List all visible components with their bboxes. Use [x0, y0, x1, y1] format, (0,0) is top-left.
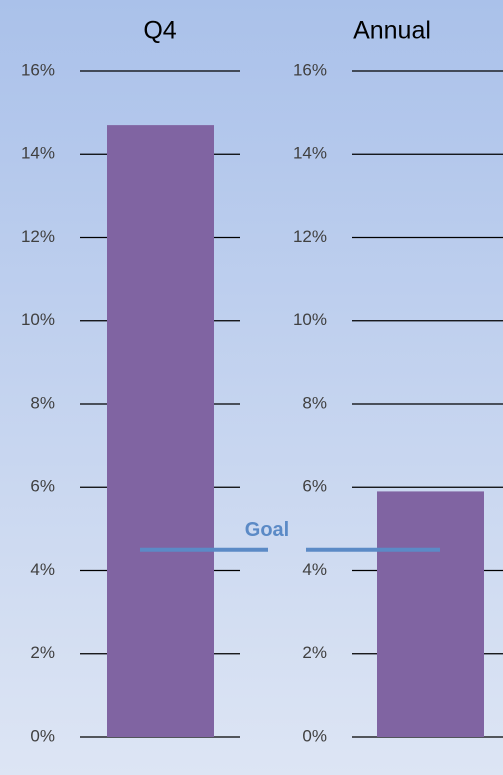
y-tick-label: 0% [30, 726, 55, 745]
y-tick-label: 2% [302, 643, 327, 662]
goal-label: Goal [245, 519, 289, 541]
y-tick-label: 12% [21, 227, 55, 246]
y-tick-label: 8% [302, 393, 327, 412]
y-tick-label: 8% [30, 393, 55, 412]
y-tick-label: 16% [21, 60, 55, 79]
bar [377, 491, 484, 737]
bar [107, 125, 214, 738]
y-tick-label: 16% [293, 60, 327, 79]
y-tick-label: 6% [30, 477, 55, 496]
y-tick-label: 0% [302, 726, 327, 745]
chart-title: Q4 [143, 17, 176, 45]
y-tick-label: 14% [21, 144, 55, 163]
y-tick-label: 4% [302, 560, 327, 579]
y-tick-label: 2% [30, 643, 55, 662]
y-tick-label: 12% [293, 227, 327, 246]
chart-title: Annual [353, 17, 431, 45]
y-tick-label: 10% [293, 310, 327, 329]
y-tick-label: 4% [30, 560, 55, 579]
y-tick-label: 14% [293, 144, 327, 163]
y-tick-label: 10% [21, 310, 55, 329]
y-tick-label: 6% [302, 477, 327, 496]
